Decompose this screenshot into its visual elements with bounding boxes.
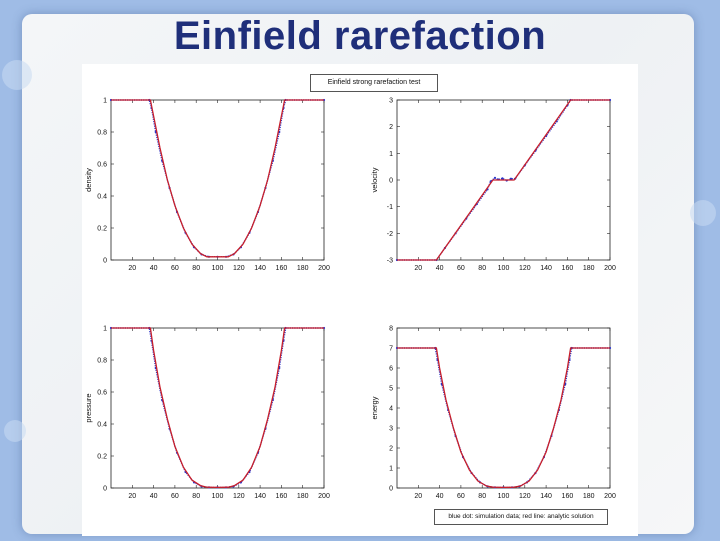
x-tick-label: 60 [171,265,179,272]
x-tick-label: 120 [233,265,245,272]
x-tick-label: 80 [192,493,200,500]
y-tick-label: 6 [389,366,393,373]
x-tick-label: 200 [604,493,616,500]
plot-frame [396,327,611,489]
x-tick-label: 120 [519,265,531,272]
y-tick-label: 7 [389,346,393,353]
y-tick-label: 2 [389,446,393,453]
decorative-bubble [4,420,26,442]
y-tick-label: 0 [103,486,107,493]
x-tick-label: 20 [128,493,136,500]
y-tick-label: 8 [389,326,393,333]
y-tick-label: 0.8 [97,358,107,365]
analytic-solution-line [397,99,610,261]
x-tick-label: 160 [276,493,288,500]
y-tick-label: 0.8 [97,130,107,137]
y-tick-label: 4 [389,406,393,413]
x-tick-label: 140 [254,493,266,500]
simulation-data-trace [111,99,324,258]
y-axis-label: energy [370,396,379,419]
figure-title: Einfield strong rarefaction test [310,74,438,92]
y-tick-label: 0.2 [97,454,107,461]
y-tick-label: 3 [389,426,393,433]
y-tick-label: 0.6 [97,162,107,169]
x-tick-label: 20 [414,265,422,272]
x-tick-label: 20 [128,265,136,272]
y-tick-label: 0 [389,486,393,493]
x-tick-label: 60 [457,493,465,500]
x-tick-label: 80 [478,493,486,500]
plot-frame [110,327,325,489]
y-tick-label: -2 [387,231,393,238]
y-tick-label: 5 [389,386,393,393]
y-axis-label: pressure [84,393,93,422]
y-tick-label: 1 [103,98,107,105]
x-tick-label: 40 [436,265,444,272]
x-tick-label: 40 [150,265,158,272]
analytic-solution-line [111,327,324,489]
simulation-data-point [509,177,513,180]
y-tick-label: 0.2 [97,226,107,233]
decorative-bubble [690,200,716,226]
y-tick-label: -1 [387,204,393,211]
x-tick-label: 180 [583,265,595,272]
y-tick-label: 1 [389,151,393,158]
y-axis-label: velocity [370,167,379,192]
x-tick-label: 200 [318,493,330,500]
x-tick-label: 140 [540,493,552,500]
analytic-solution-line [111,99,324,258]
x-tick-label: 120 [233,493,245,500]
x-tick-label: 140 [540,265,552,272]
y-tick-label: 1 [389,466,393,473]
x-tick-label: 180 [297,265,309,272]
slide-title: Einfield rarefaction [173,14,547,58]
y-tick-label: 0.6 [97,390,107,397]
y-tick-label: 0.4 [97,422,107,429]
x-tick-label: 160 [562,265,574,272]
x-tick-label: 180 [583,493,595,500]
x-tick-label: 40 [150,493,158,500]
y-tick-label: 3 [389,98,393,105]
simulation-data-point [501,177,504,180]
x-tick-label: 80 [192,265,200,272]
x-tick-label: 60 [457,265,465,272]
x-tick-label: 80 [478,265,486,272]
simulation-data-point [493,176,497,179]
y-tick-label: 1 [103,326,107,333]
x-tick-label: 140 [254,265,266,272]
x-tick-label: 60 [171,493,179,500]
figure-plots: 20 40 60 80 100 120 140 160 180 20000.20.40.60.81… [84,98,616,501]
y-tick-label: 0 [389,178,393,185]
x-tick-label: 160 [276,265,288,272]
x-tick-label: 160 [562,493,574,500]
x-tick-label: 120 [519,493,531,500]
x-tick-label: 100 [212,493,224,500]
x-tick-label: 200 [604,265,616,272]
x-tick-label: 180 [297,493,309,500]
y-axis-label: density [84,168,93,192]
figure: 20 40 60 80 100 120 140 160 180 200 0 0.2 0.4 0.6 0.8 1… [82,64,638,536]
x-tick-label: 100 [498,493,510,500]
x-tick-label: 100 [212,265,224,272]
y-tick-label: -3 [387,258,393,265]
figure-legend: blue dot: simulation data; red line: ana… [434,509,608,525]
y-tick-label: 2 [389,124,393,131]
plot-frame [110,99,325,261]
x-tick-label: 20 [414,493,422,500]
x-tick-label: 200 [318,265,330,272]
x-tick-label: 100 [498,265,510,272]
y-tick-label: 0.4 [97,194,107,201]
x-tick-label: 40 [436,493,444,500]
decorative-bubble [2,60,32,90]
analytic-solution-line [397,347,610,489]
y-tick-label: 0 [103,258,107,265]
